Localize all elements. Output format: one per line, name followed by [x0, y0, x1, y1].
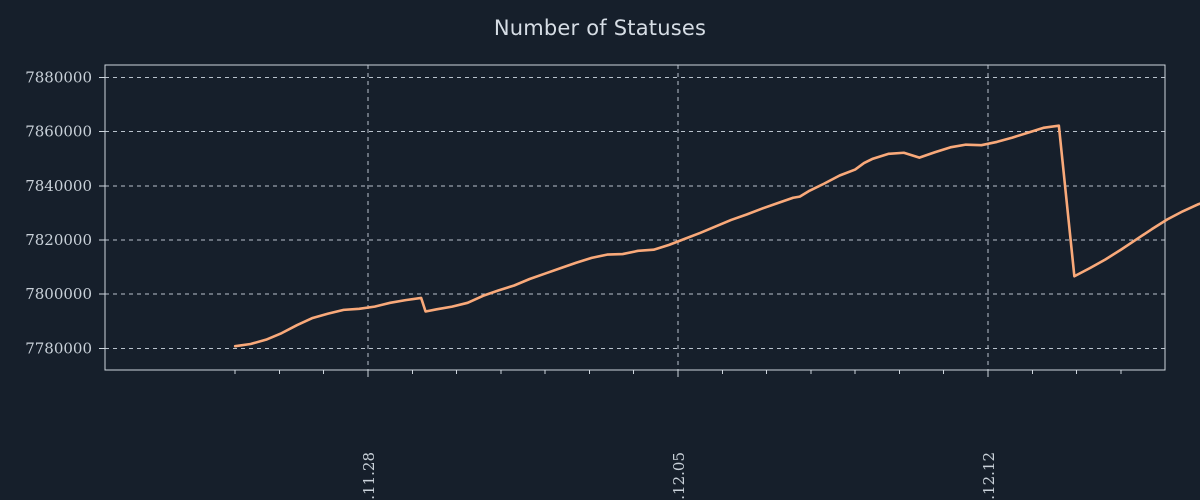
y-tick-label: 7840000 — [25, 177, 92, 195]
plot-area-border — [104, 64, 1166, 371]
x-axis-tick-labels: 2024.11.28 2024.12.05 2024.12.12 — [360, 452, 998, 500]
y-tick-label: 7880000 — [25, 68, 92, 86]
y-axis-tick-labels: 7780000 7800000 7820000 7840000 7860000 78800… — [25, 68, 92, 357]
gridlines-group — [99, 65, 1165, 370]
x-tick-label: 2024.12.12 — [980, 452, 998, 500]
y-tick-label: 7800000 — [25, 285, 92, 303]
x-tick-label: 2024.11.28 — [360, 452, 378, 500]
data-series-line — [233, 124, 1200, 348]
y-tick-label: 7780000 — [25, 339, 92, 357]
x-axis-tick-marks — [234, 370, 1122, 377]
y-tick-label: 7860000 — [25, 123, 92, 141]
chart-title: Number of Statuses — [493, 16, 707, 40]
y-tick-label: 7820000 — [25, 231, 92, 249]
x-tick-label: 2024.12.05 — [670, 452, 688, 500]
